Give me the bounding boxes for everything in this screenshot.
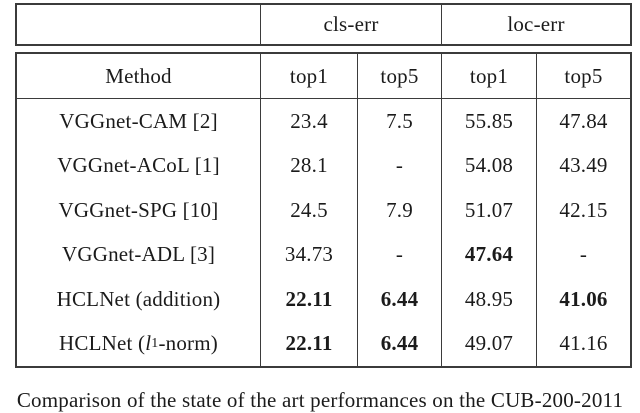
value-cell-best: 22.11 [260,277,357,322]
table-group-header: cls-err loc-err [15,3,632,46]
method-text-suffix: -norm) [158,331,218,356]
value-cell-best: 6.44 [357,321,441,366]
value-cell: 43.49 [536,143,630,188]
method-text-variable: l [145,331,152,356]
col-header-method: Method [17,54,260,99]
results-table: Method top1 top5 top1 top5 VGGnet-CAM [2… [15,52,632,368]
method-text-prefix: HCLNet ( [59,331,146,356]
value-cell: 23.4 [260,99,357,144]
value-cell-best: 22.11 [260,321,357,366]
value-cell: 55.85 [441,99,536,144]
value-cell: 41.16 [536,321,630,366]
method-cell-vggnet-adl: VGGnet-ADL [3] [61,242,216,267]
value-cell: 7.9 [357,188,441,233]
value-cell: - [357,143,441,188]
value-cell: 34.73 [260,232,357,277]
value-cell: 47.84 [536,99,630,144]
value-cell-best: 6.44 [357,277,441,322]
col-header-cls-top1: top1 [260,54,357,99]
method-cell-hclnet-l1-norm: HCLNet (l 1 -norm) [59,331,218,356]
value-cell: 42.15 [536,188,630,233]
value-cell: - [536,232,630,277]
value-cell: 24.5 [260,188,357,233]
table-caption: Comparison of the state of the art perfo… [16,388,624,412]
group-header-loc-err: loc-err [441,5,630,44]
group-header-blank-cell [17,5,260,44]
col-header-cls-top5: top5 [357,54,441,99]
value-cell: 48.95 [441,277,536,322]
value-cell-best: 41.06 [536,277,630,322]
value-cell: 28.1 [260,143,357,188]
col-header-loc-top5: top5 [536,54,630,99]
value-cell: - [357,232,441,277]
method-cell-vggnet-cam: VGGnet-CAM [2] [59,108,218,133]
value-cell: 49.07 [441,321,536,366]
value-cell: 7.5 [357,99,441,144]
value-cell-best: 47.64 [441,232,536,277]
method-cell-vggnet-spg: VGGnet-SPG [10] [58,197,219,222]
method-cell-hclnet-addition: HCLNet (addition) [56,286,221,311]
group-header-cls-err: cls-err [260,5,441,44]
value-cell: 51.07 [441,188,536,233]
method-cell-vggnet-acol: VGGnet-ACoL [1] [57,153,220,178]
col-header-loc-top1: top1 [441,54,536,99]
value-cell: 54.08 [441,143,536,188]
